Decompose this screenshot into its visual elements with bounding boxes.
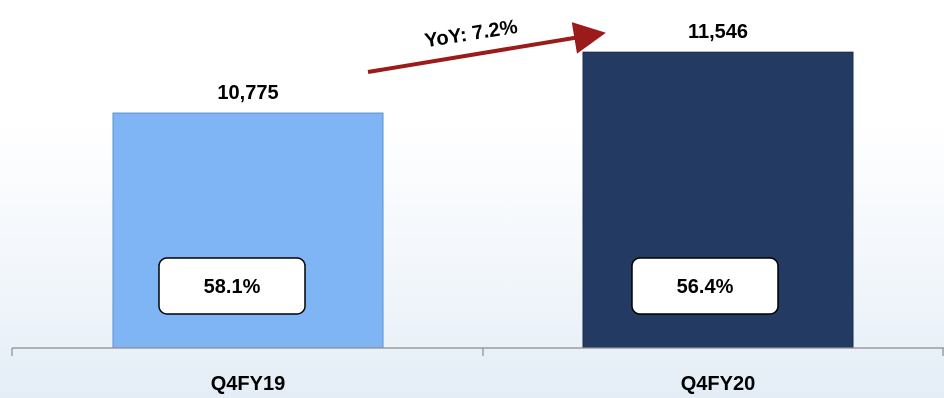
category-label-q4fy19: Q4FY19 (211, 373, 285, 395)
share-label-q4fy19: 58.1% (204, 276, 261, 298)
x-axis (11, 347, 944, 356)
yoy-annotation: YoY: 7.2% (367, 16, 606, 74)
category-label-q4fy20: Q4FY20 (681, 373, 755, 395)
labels-layer: 10,775 58.1% Q4FY19 11,546 56.4% Q4FY20 (158, 21, 779, 395)
value-label-q4fy20: 11,546 (688, 21, 748, 43)
share-box-q4fy19 (158, 257, 306, 315)
share-label-q4fy20: 56.4% (677, 276, 734, 298)
share-box-q4fy20 (631, 257, 779, 315)
value-label-q4fy19: 10,775 (217, 82, 278, 104)
yoy-label: YoY: 7.2% (423, 16, 519, 52)
yoy-arrow (367, 22, 606, 74)
